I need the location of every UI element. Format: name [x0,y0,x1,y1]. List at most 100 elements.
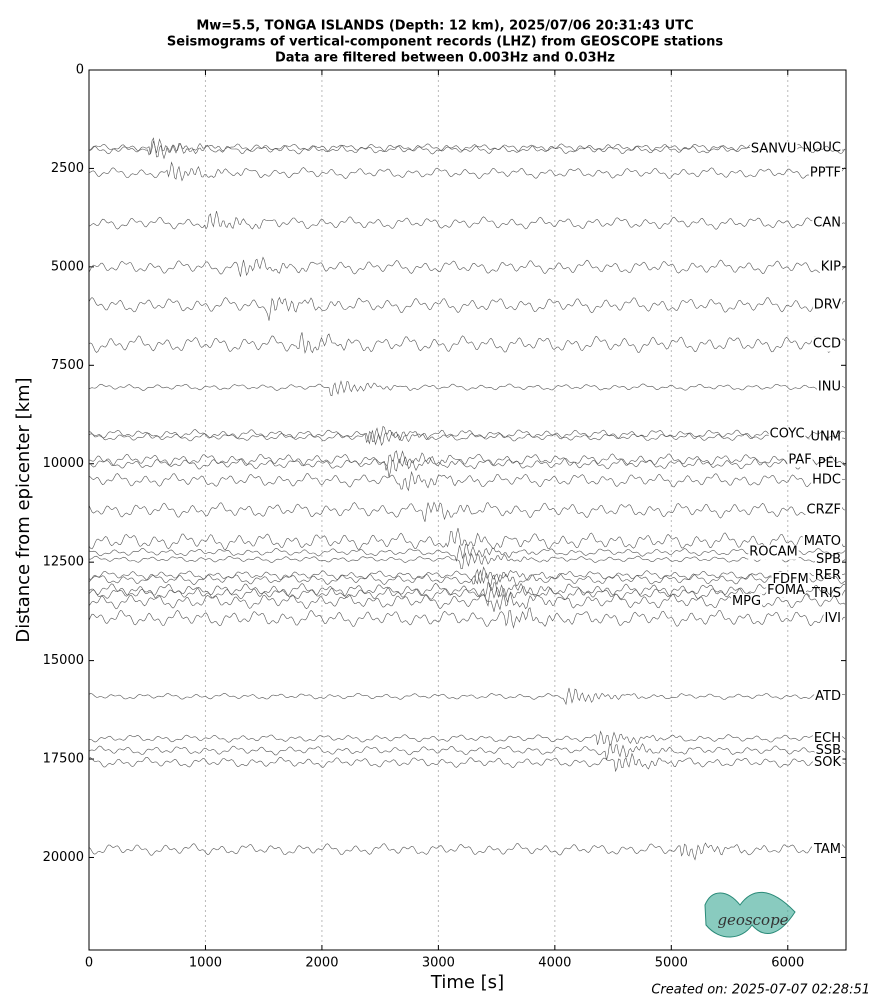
label-bg [812,730,842,746]
station-label: ATD [815,689,841,704]
trace [88,607,846,629]
station-label: KIP [821,260,841,275]
trace [88,256,846,277]
trace [88,569,846,588]
label-bg [730,593,763,609]
footer: Created on: 2025-07-07 02:28:51 [651,983,870,998]
trace [88,582,846,599]
station-label: FDFM [773,572,809,587]
label-bg [787,452,813,468]
y-tick-label: 20000 [43,850,84,865]
trace [88,552,846,570]
station-label: ROCAM [749,545,797,560]
trace [88,161,846,182]
y-tick-label: 15000 [43,653,84,668]
label-bg [748,544,799,560]
x-tick-label: 5000 [655,956,688,971]
label-bg [805,502,842,518]
y-axis-label: Distance from epicenter [km] [13,377,34,642]
station-label: CCD [813,337,841,352]
x-tick-label: 3000 [422,956,455,971]
trace [88,470,846,492]
station-label: SANVU [751,142,797,157]
label-bg [766,582,807,598]
trace [88,296,846,321]
station-label: SSB [816,743,841,758]
trace [88,730,846,747]
station-label: INU [818,380,841,395]
trace [88,429,846,447]
label-bg [809,585,842,601]
label-bg [811,841,842,857]
station-label: DRV [814,298,841,313]
station-label: COYC [770,427,805,442]
trace [88,140,846,160]
y-tick-label: 12500 [43,555,84,570]
x-tick-label: 6000 [771,956,804,971]
label-bg [814,688,842,704]
trace [88,687,846,706]
station-label: IVI [824,611,841,626]
label-bg [819,259,843,275]
y-tick-label: 7500 [51,358,84,373]
station-label: SPB [816,552,841,567]
label-bg [811,336,842,352]
station-label: ECH [814,731,841,746]
station-label: MPG [732,594,761,609]
label-bg [812,754,843,770]
station-label: CRZF [807,503,842,518]
station-label: FOMA [767,583,805,598]
label-bg [812,297,843,313]
chart-title: Data are filtered between 0.003Hz and 0.… [275,51,615,66]
station-label: PPTF [810,166,841,181]
label-bg [813,567,842,583]
y-tick-label: 2500 [51,161,84,176]
trace [88,380,846,397]
logo-text: geoscope [717,911,788,929]
label-bg [814,551,842,567]
station-label: TAM [813,842,841,857]
station-label: SOK [814,755,841,770]
trace [88,752,846,773]
x-tick-label: 2000 [305,956,338,971]
label-bg [814,742,842,758]
trace [88,456,846,478]
label-bg [808,165,842,181]
station-label: HDC [812,473,841,488]
logo-shape [704,891,796,938]
trace [88,332,846,354]
station-label: PEL [818,456,842,471]
station-label: NOUC [802,140,841,155]
label-bg [768,426,806,442]
x-tick-label: 4000 [538,956,571,971]
station-label: CAN [813,216,841,231]
y-tick-label: 10000 [43,456,84,471]
trace [88,137,846,156]
label-bg [816,456,843,472]
trace [88,591,846,612]
trace [88,450,846,471]
trace [88,425,846,444]
station-label: PAF [788,452,811,467]
label-bg [809,429,842,445]
chart-title: Mw=5.5, TONGA ISLANDS (Depth: 12 km), 20… [196,19,693,34]
x-tick-label: 0 [85,956,93,971]
logo: geoscope [704,891,796,938]
x-axis-label: Time [s] [430,972,504,993]
y-tick-label: 17500 [43,752,84,767]
label-bg [802,533,842,549]
station-label: UNM [811,429,841,444]
trace [88,527,846,551]
trace [88,566,846,585]
label-bg [816,379,842,395]
station-label: TRIS [811,586,841,601]
plot-frame [88,69,847,951]
label-bg [811,472,842,488]
label-bg [823,610,842,626]
trace [88,842,846,861]
station-label: RER [815,568,841,583]
label-bg [812,215,842,231]
label-bg [801,140,842,156]
label-bg [749,141,798,157]
